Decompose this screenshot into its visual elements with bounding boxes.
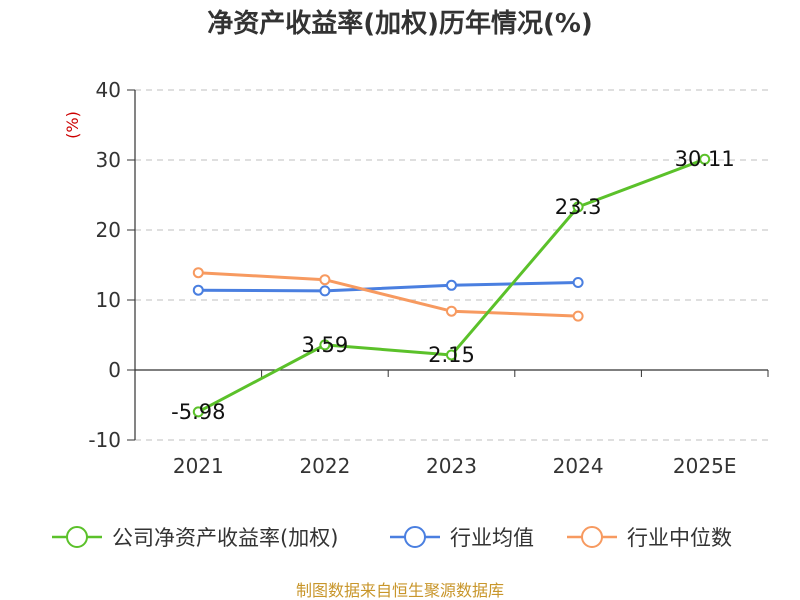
series-1-point-2024 <box>572 277 584 288</box>
series-2-point-2022 <box>319 274 331 286</box>
x-tick-label-2023: 2023 <box>426 454 477 478</box>
x-tick-label-2022: 2022 <box>299 454 350 478</box>
legend: 公司净资产收益率(加权) 行业均值 行业中位数 <box>52 526 732 550</box>
data-labels: -5.98 3.59 2.15 23.3 30.11 <box>171 147 735 424</box>
series-1-point-2023 <box>446 279 457 291</box>
legend-marker-1 <box>404 526 426 548</box>
y-tick-label-10: 10 <box>96 288 121 312</box>
legend-marker-2 <box>581 526 603 548</box>
series-1-point-2022 <box>319 285 331 297</box>
legend-label-0: 公司净资产收益率(加权) <box>112 526 338 550</box>
data-label-2024: 23.3 <box>555 195 602 219</box>
series-line-2 <box>198 271 579 318</box>
source-note: 制图数据来自恒生聚源数据库 <box>296 581 504 600</box>
y-tick-label-0: 0 <box>108 358 121 382</box>
chart-title: 净资产收益率(加权)历年情况(%) <box>207 8 593 39</box>
y-axis-unit-label: (%) <box>63 111 82 139</box>
y-tick-label-40: 40 <box>96 78 121 102</box>
series-line-1 <box>198 281 579 293</box>
data-label-2022: 3.59 <box>302 333 349 357</box>
series-0-point-2023 <box>446 349 457 361</box>
legend-label-1: 行业均值 <box>450 526 534 550</box>
legend-label-2: 行业中位数 <box>627 526 732 550</box>
series-2-point-2023 <box>446 305 457 317</box>
series-layer <box>192 153 711 418</box>
data-label-2025E: 30.11 <box>675 147 735 171</box>
series-0-point-2022 <box>319 339 331 351</box>
series-0-point-2024 <box>572 201 584 213</box>
series-0-point-2021 <box>192 406 204 418</box>
y-tick-label--10: -10 <box>88 428 121 452</box>
x-tick-label-2021: 2021 <box>173 454 224 478</box>
series-1-point-2021 <box>192 284 204 296</box>
y-tick-label-20: 20 <box>96 218 121 242</box>
x-tick-label-2024: 2024 <box>553 454 604 478</box>
series-0-point-2025E <box>699 153 711 165</box>
series-2-point-2021 <box>192 267 204 279</box>
y-tick-label-30: 30 <box>96 148 121 172</box>
legend-marker-0 <box>66 526 88 548</box>
axes: -10 0 10 20 30 40 2021 2022 2023 2024 2025E <box>88 78 769 478</box>
x-tick-label-2025E: 2025E <box>673 454 737 478</box>
gridlines <box>135 89 768 441</box>
data-label-2023: 2.15 <box>428 343 475 367</box>
series-2-point-2024 <box>572 310 584 322</box>
data-label-2021: -5.98 <box>171 400 225 424</box>
